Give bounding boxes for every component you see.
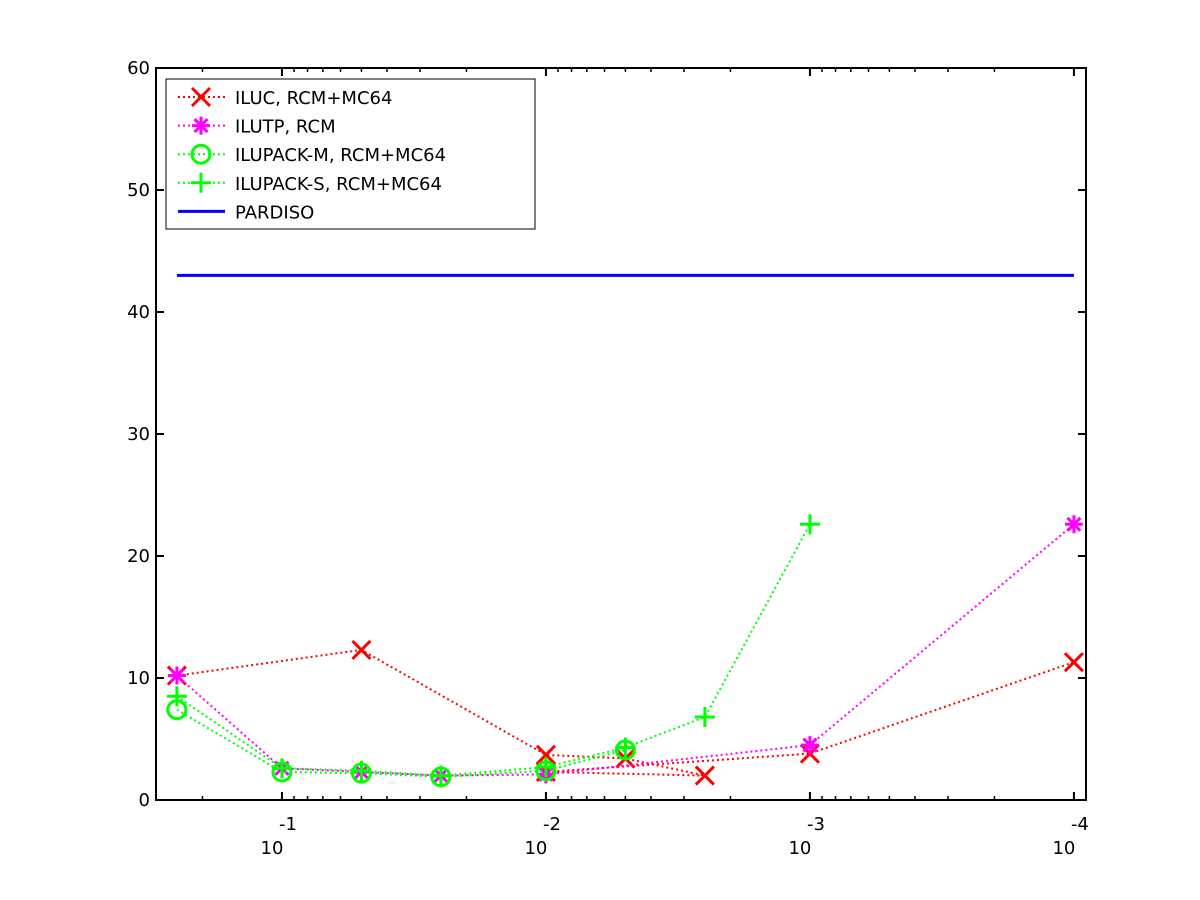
legend-entry: ILUTP, RCM (178, 116, 336, 138)
legend-entry: ILUPACK-S, RCM+MC64 (178, 172, 442, 195)
legend-marker (191, 172, 211, 193)
data-point (167, 666, 186, 685)
x-tick-label-base: 10 (788, 838, 811, 859)
y-tick-label: 0 (139, 790, 150, 811)
y-tick-label: 40 (127, 302, 150, 323)
x-tick-label-base: 10 (1052, 838, 1075, 859)
data-point (535, 744, 557, 765)
data-point (166, 686, 187, 707)
legend-entry: PARDISO (178, 202, 314, 223)
x-tick-label-base: 10 (524, 838, 547, 859)
data-point (430, 765, 451, 786)
series-line (176, 708, 626, 778)
series-line (176, 523, 811, 777)
data-point (351, 760, 372, 781)
legend-marker (190, 143, 212, 165)
x-tick-label-exponent: -2 (543, 814, 561, 835)
x-tick-label-exponent: -4 (1071, 814, 1089, 835)
x-tick-label-exponent: -1 (279, 814, 297, 835)
data-point (800, 736, 819, 755)
legend-label: PARDISO (235, 202, 314, 223)
legend-marker (190, 86, 212, 108)
data-point (694, 765, 715, 786)
legend-box (165, 78, 536, 230)
x-tick-label-base: 10 (261, 838, 284, 859)
data-point (535, 757, 556, 778)
y-tick-label: 60 (127, 58, 150, 79)
legend-entry: ILUPACK-M, RCM+MC64 (178, 143, 446, 166)
legend-label: ILUPACK-S, RCM+MC64 (235, 174, 442, 195)
data-point (799, 514, 820, 535)
series-line (176, 648, 1075, 777)
data-point (615, 737, 636, 758)
y-tick-label: 50 (127, 180, 150, 201)
y-tick-label: 30 (127, 424, 150, 445)
legend-label: ILUPACK-M, RCM+MC64 (235, 145, 446, 166)
legend-marker (192, 116, 210, 135)
data-point (1063, 652, 1084, 673)
y-tick-label: 10 (127, 668, 150, 689)
y-tick-label: 20 (127, 546, 150, 567)
legend-entry: ILUC, RCM+MC64 (178, 86, 392, 109)
x-tick-label-exponent: -3 (807, 814, 825, 835)
data-point (1064, 515, 1083, 534)
data-point (351, 639, 372, 661)
data-point (694, 707, 715, 728)
series-ILUPACK-S, RCM+MC64 (166, 514, 820, 786)
legend-label: ILUTP, RCM (235, 117, 336, 138)
data-point (271, 758, 292, 779)
legend-label: ILUC, RCM+MC64 (235, 88, 392, 109)
